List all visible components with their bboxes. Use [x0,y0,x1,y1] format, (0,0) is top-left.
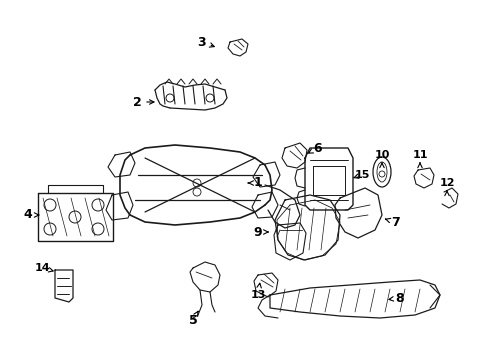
Text: 12: 12 [438,178,454,188]
Text: 4: 4 [23,208,32,221]
Text: 9: 9 [253,225,262,238]
Text: 8: 8 [395,292,404,305]
Text: 5: 5 [188,314,197,327]
Text: 14: 14 [34,263,50,273]
Text: 13: 13 [250,290,265,300]
Text: 3: 3 [197,36,206,49]
Text: 7: 7 [390,216,399,229]
Text: 6: 6 [313,141,322,154]
Text: 11: 11 [411,150,427,160]
Text: 2: 2 [132,95,141,108]
Text: 1: 1 [253,176,262,189]
Text: 15: 15 [354,170,369,180]
Text: 10: 10 [373,150,389,160]
